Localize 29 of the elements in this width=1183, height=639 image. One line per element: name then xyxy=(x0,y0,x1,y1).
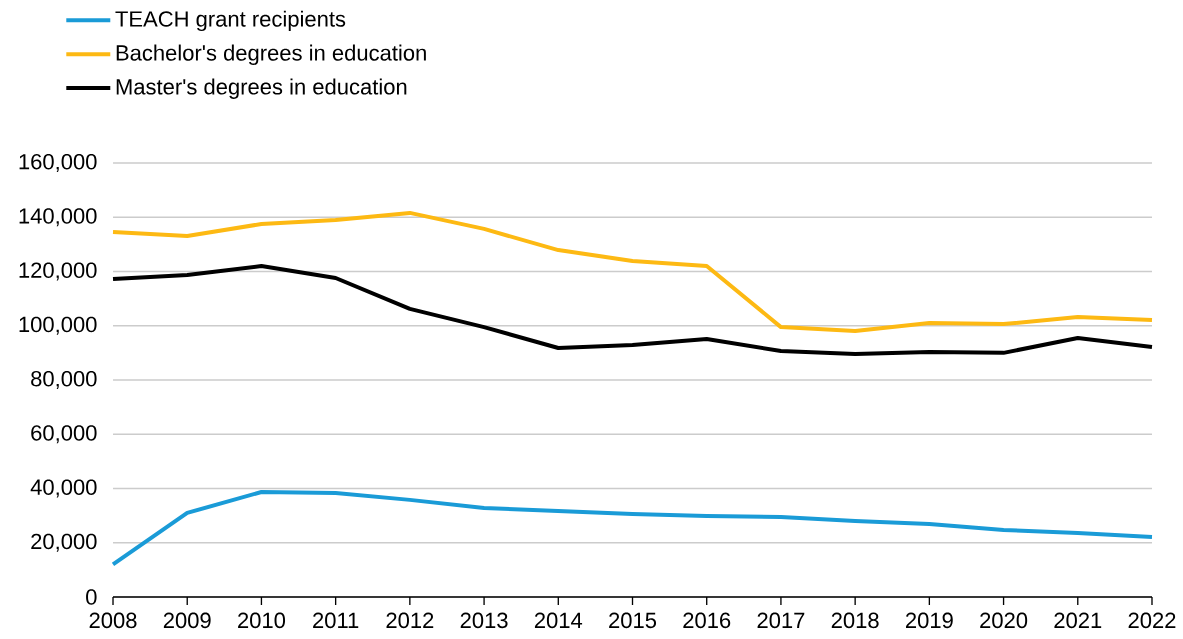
y-tick-label: 100,000 xyxy=(19,316,97,335)
x-tick-label: 2018 xyxy=(831,612,879,629)
x-tick-label: 2020 xyxy=(980,612,1028,629)
x-tick-label: 2021 xyxy=(1054,612,1102,629)
legend-label: TEACH grant recipients xyxy=(115,10,346,32)
legend-label: Master's degrees in education xyxy=(116,78,407,99)
y-tick-label: 140,000 xyxy=(19,208,97,227)
y-tick-label: 0 xyxy=(86,589,97,605)
y-tick-label: 120,000 xyxy=(19,262,97,281)
y-tick-label: 40,000 xyxy=(30,479,97,498)
x-tick-label: 2008 xyxy=(89,612,137,629)
y-tick-label: 160,000 xyxy=(19,153,97,173)
x-tick-label: 2019 xyxy=(905,612,953,629)
x-tick-label: 2011 xyxy=(313,612,359,629)
x-tick-label: 2017 xyxy=(757,612,805,629)
y-tick-label: 20,000 xyxy=(31,533,97,552)
legend-label: Bachelor's degrees in education xyxy=(116,44,426,66)
x-tick-label: 2016 xyxy=(683,612,731,629)
x-tick-label: 2013 xyxy=(460,612,508,629)
line-series xyxy=(111,264,1154,356)
y-tick-label: 80,000 xyxy=(31,370,97,390)
x-tick-label: 2012 xyxy=(386,612,434,629)
x-tick-label: 2022 xyxy=(1128,612,1176,629)
line-series xyxy=(111,210,1154,333)
x-tick-label: 2014 xyxy=(534,612,583,629)
x-tick-label: 2009 xyxy=(163,612,211,629)
x-tick-label: 2015 xyxy=(609,612,657,629)
y-tick-label: 60,000 xyxy=(31,425,97,444)
x-tick-label: 2010 xyxy=(238,612,286,629)
